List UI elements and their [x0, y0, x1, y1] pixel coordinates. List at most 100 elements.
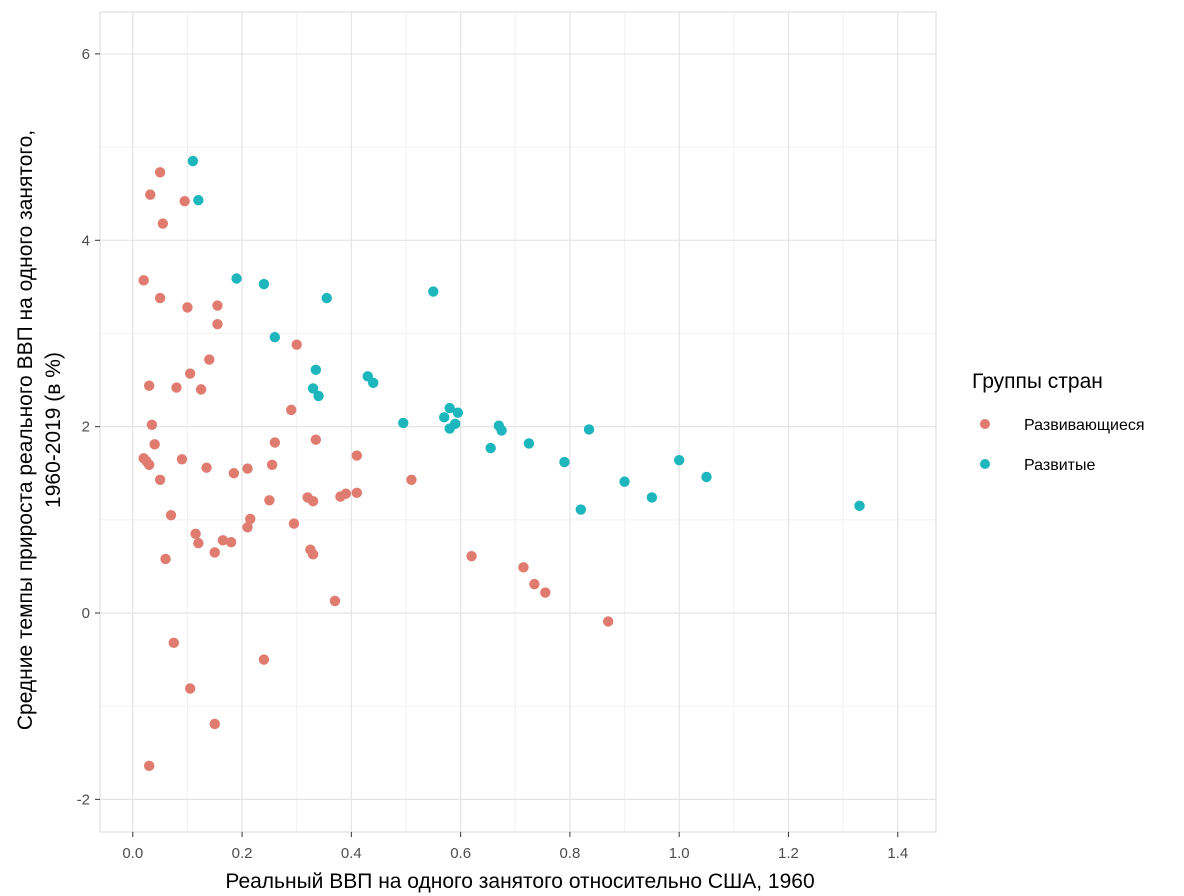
point-developing	[307, 549, 319, 560]
point-developing	[351, 450, 363, 461]
point-developing	[154, 474, 166, 485]
point-developed	[575, 504, 587, 515]
point-developed	[673, 455, 685, 466]
point-developing	[145, 189, 156, 200]
x-tick-label: 0.4	[341, 845, 362, 862]
point-developed	[485, 442, 496, 454]
point-developed	[231, 273, 242, 284]
point-developed	[187, 155, 199, 167]
y-axis-title-line-1: Средние темпы прироста реального ВВП на …	[14, 130, 37, 730]
point-developing	[184, 368, 196, 379]
y-tick-label: 0	[82, 605, 90, 622]
point-developing	[291, 339, 302, 350]
point-developing	[329, 595, 341, 607]
point-developing	[242, 522, 253, 533]
point-developing	[190, 528, 201, 540]
point-developed	[398, 417, 409, 429]
point-developing	[209, 718, 220, 730]
point-developing	[201, 462, 212, 473]
point-developing	[182, 302, 193, 313]
point-developing	[340, 488, 352, 499]
point-developed	[439, 412, 450, 423]
legend-label-developed: Развитые	[1024, 457, 1095, 474]
point-developing	[184, 683, 196, 694]
legend: Группы стран Развивающиеся Развитые	[972, 370, 1145, 474]
point-developed	[307, 383, 319, 394]
point-developing	[138, 275, 149, 286]
grid-lines	[99, 11, 937, 833]
panel-border	[99, 11, 937, 833]
point-developing	[310, 434, 322, 445]
point-developed	[321, 292, 332, 304]
data-points	[138, 155, 865, 772]
point-developed	[269, 332, 281, 343]
point-developed	[701, 471, 712, 483]
y-tick-label: -2	[77, 791, 90, 808]
point-developing	[143, 760, 155, 772]
point-developing	[245, 513, 256, 525]
y-tick-label: 2	[82, 419, 90, 436]
point-developing	[143, 380, 155, 391]
point-developing	[171, 382, 182, 393]
point-developed	[559, 456, 570, 468]
point-developing	[176, 454, 188, 465]
x-tick-label: 1.2	[778, 845, 799, 862]
point-developing	[406, 474, 417, 485]
point-developed	[496, 425, 507, 436]
point-developing	[269, 437, 281, 448]
point-developing	[195, 384, 207, 395]
x-axis-title: Реальный ВВП на одного занятого относите…	[225, 870, 814, 893]
point-developing	[157, 218, 169, 229]
point-developing	[143, 459, 155, 471]
point-developing	[146, 419, 158, 430]
point-developing	[212, 300, 223, 311]
point-developing	[529, 578, 540, 590]
legend-label-developing: Развивающиеся	[1024, 417, 1145, 434]
y-axis-title-line-2: 1960-2019 (в %)	[42, 352, 65, 508]
point-developing	[228, 468, 240, 479]
point-developed	[428, 286, 439, 297]
point-developed	[368, 377, 379, 389]
x-tick-label: 0.6	[450, 845, 471, 862]
x-axis-ticks: 0.0 0.2 0.4 0.6 0.8 1.0 1.2 1.4	[122, 832, 908, 862]
point-developed	[193, 195, 204, 206]
point-developing	[351, 487, 363, 499]
point-developed	[523, 438, 535, 449]
point-developing	[258, 654, 270, 665]
point-developed	[313, 390, 324, 402]
point-developing	[149, 439, 160, 450]
x-tick-label: 0.2	[232, 845, 253, 862]
point-developing	[209, 547, 220, 558]
x-tick-label: 1.0	[669, 845, 690, 862]
x-tick-label: 1.4	[887, 845, 908, 862]
legend-key-developing	[980, 419, 990, 429]
point-developed	[619, 476, 630, 487]
point-developing	[264, 495, 275, 506]
point-developing	[466, 550, 477, 562]
y-axis-ticks: -2 0 2 4 6	[77, 46, 100, 808]
point-developing	[212, 318, 223, 330]
point-developing	[286, 404, 297, 416]
point-developing	[160, 553, 171, 565]
point-developing	[165, 509, 177, 521]
point-developing	[168, 637, 179, 649]
y-tick-label: 4	[82, 232, 90, 249]
legend-title: Группы стран	[972, 370, 1103, 393]
point-developing	[266, 459, 278, 471]
point-developing	[193, 537, 204, 549]
point-developed	[452, 407, 464, 418]
point-developed	[310, 364, 322, 376]
point-developing	[518, 562, 529, 573]
point-developing	[154, 292, 166, 304]
point-developing	[242, 463, 253, 474]
point-developing	[540, 587, 551, 598]
y-tick-label: 6	[82, 46, 90, 63]
point-developed	[444, 402, 455, 414]
point-developed	[258, 278, 270, 290]
point-developing	[179, 195, 190, 207]
point-developing	[204, 354, 215, 365]
x-tick-label: 0.8	[559, 845, 580, 862]
y-axis-title: Средние темпы прироста реального ВВП на …	[14, 130, 65, 730]
point-developed	[646, 492, 658, 503]
